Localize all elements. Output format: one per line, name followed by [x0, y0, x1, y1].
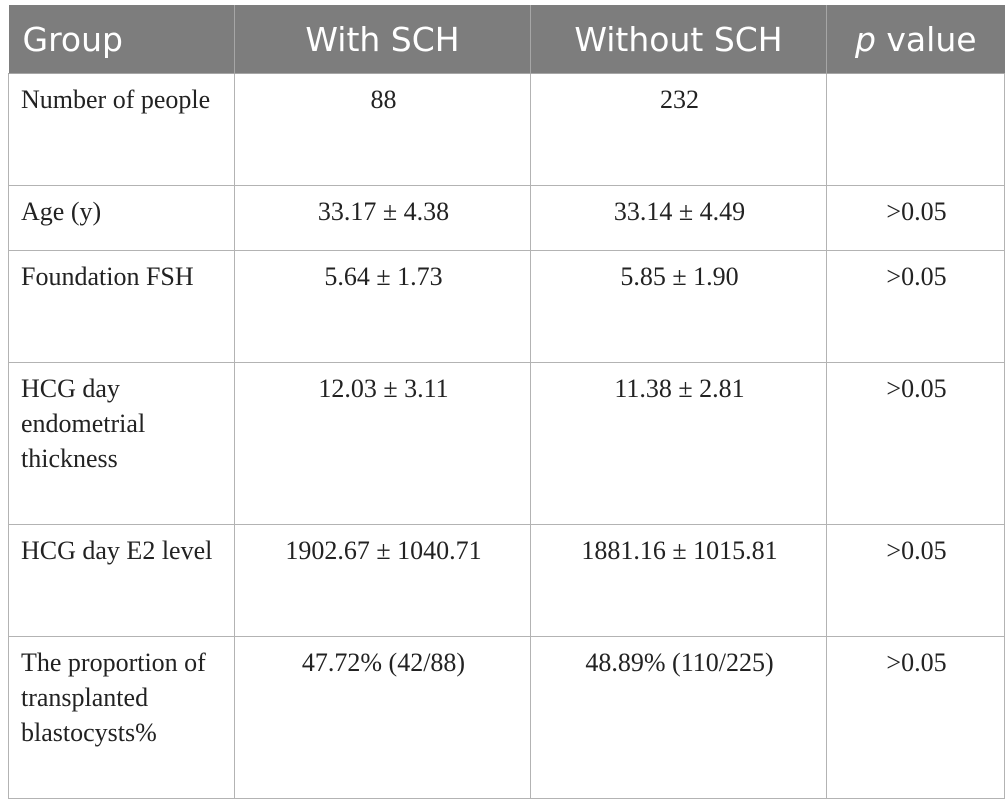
header-with-sch: With SCH: [234, 5, 531, 74]
cell-without-sch: 33.14 ± 4.49: [530, 185, 827, 251]
table-row: Number of people 88 232: [8, 73, 1005, 186]
table-row: HCG day endometrial thickness 12.03 ± 3.…: [8, 362, 1005, 525]
cell-p-value: >0.05: [826, 185, 1005, 251]
row-label: HCG day E2 level: [8, 524, 235, 637]
cell-p-value: >0.05: [826, 250, 1005, 363]
cell-with-sch: 33.17 ± 4.38: [234, 185, 531, 251]
row-label: HCG day endometrial thickness: [8, 362, 235, 525]
cell-without-sch: 232: [530, 73, 827, 186]
cell-with-sch: 12.03 ± 3.11: [234, 362, 531, 525]
table-body: Number of people 88 232 Age (y) 33.17 ± …: [8, 73, 1005, 799]
table-row: Age (y) 33.17 ± 4.38 33.14 ± 4.49 >0.05: [8, 185, 1005, 251]
cell-p-value: [826, 73, 1005, 186]
header-row: Group With SCH Without SCH p value: [8, 5, 1005, 74]
header-without-sch: Without SCH: [530, 5, 827, 74]
header-group: Group: [8, 5, 235, 74]
table-row: Foundation FSH 5.64 ± 1.73 5.85 ± 1.90 >…: [8, 250, 1005, 363]
row-label: Age (y): [8, 185, 235, 251]
cell-without-sch: 11.38 ± 2.81: [530, 362, 827, 525]
table-row: The proportion of transplanted blastocys…: [8, 636, 1005, 799]
cell-p-value: >0.05: [826, 362, 1005, 525]
cell-with-sch: 1902.67 ± 1040.71: [234, 524, 531, 637]
cell-with-sch: 47.72% (42/88): [234, 636, 531, 799]
row-label: Foundation FSH: [8, 250, 235, 363]
cell-with-sch: 88: [234, 73, 531, 186]
header-p-italic: p: [854, 19, 876, 59]
comparison-table: Group With SCH Without SCH p value Numbe…: [8, 5, 1005, 799]
header-p-rest: value: [875, 19, 977, 59]
row-label: The proportion of transplanted blastocys…: [8, 636, 235, 799]
cell-without-sch: 48.89% (110/225): [530, 636, 827, 799]
header-p-value: p value: [826, 5, 1005, 74]
table-row: HCG day E2 level 1902.67 ± 1040.71 1881.…: [8, 524, 1005, 637]
cell-with-sch: 5.64 ± 1.73: [234, 250, 531, 363]
cell-p-value: >0.05: [826, 636, 1005, 799]
row-label: Number of people: [8, 73, 235, 186]
table-header: Group With SCH Without SCH p value: [8, 5, 1005, 74]
cell-p-value: >0.05: [826, 524, 1005, 637]
cell-without-sch: 5.85 ± 1.90: [530, 250, 827, 363]
cell-without-sch: 1881.16 ± 1015.81: [530, 524, 827, 637]
